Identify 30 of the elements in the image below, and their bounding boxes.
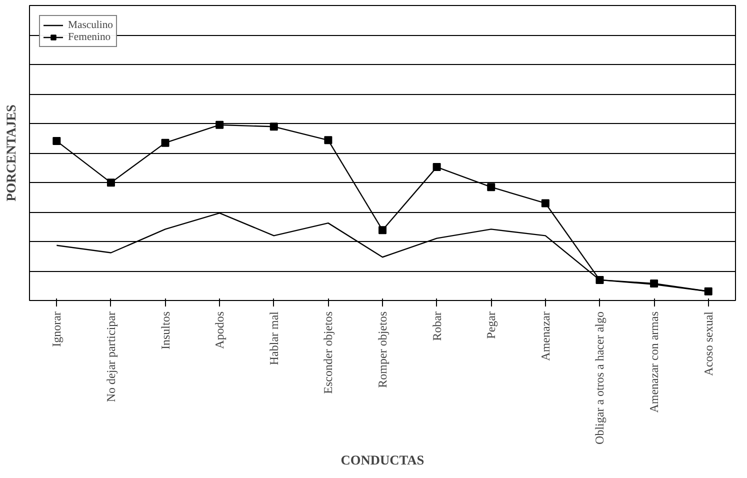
point [432,163,441,172]
x-tick-label: Amenazar con armas [647,311,662,413]
x-tick-label: Amenazar [538,311,552,361]
point [650,279,658,288]
legend-label: Femenino [68,31,111,43]
x-tick-label: Ignorar [50,311,64,347]
point [378,226,386,234]
x-axis-title: CONDUCTAS [340,452,424,468]
point [106,178,115,187]
x-tick-label: Esconder objetos [321,311,336,394]
point [161,138,170,147]
x-tick-label: Robar [430,311,444,341]
legend-label: Masculino [68,19,113,31]
point [216,120,224,129]
x-tick-label: No dejar participar [104,311,118,402]
point [487,183,496,192]
x-tick-label: Insultos [158,311,172,350]
point [541,199,550,208]
x-tick-label: Apodos [212,311,227,349]
point [52,137,61,146]
point [324,136,332,144]
x-tick-label: Hablar mal [266,310,281,366]
point [596,276,604,284]
point [704,287,712,296]
x-tick-label: Obligar a otros a hacer algo [592,311,607,444]
point [270,122,278,131]
x-tick-label: Romper objetos [376,311,390,388]
x-tick-label: Acoso sexual [701,310,716,376]
x-tick-label: Pegar [484,311,498,339]
y-axis-title: PORCENTAJES [4,104,18,202]
